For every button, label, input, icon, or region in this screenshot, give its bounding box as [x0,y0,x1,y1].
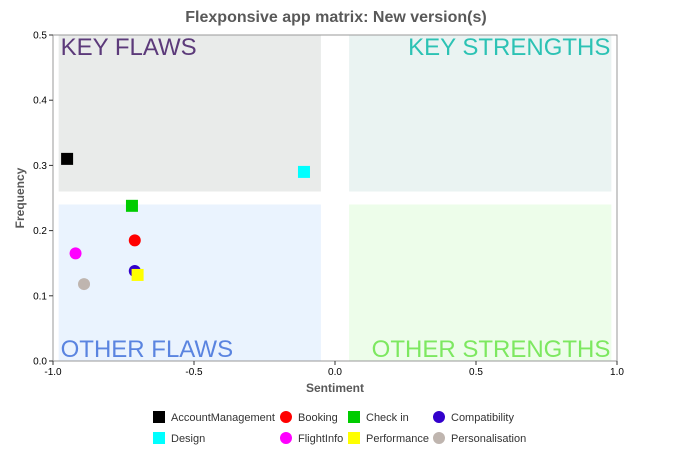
legend-key-accountmanagement [153,411,165,423]
y-tick-label: 0.1 [33,291,47,302]
chart-title: Flexponsive app matrix: New version(s) [185,9,486,26]
legend-key-check-in [348,411,360,423]
point-flightinfo [69,247,82,260]
legend-key-compatibility [433,411,445,423]
y-axis-title: Frequency [13,167,27,228]
legend-key-personalisation [433,432,445,444]
legend-label-performance: Performance [366,433,429,445]
x-tick-label: 0.0 [328,367,342,378]
point-design [297,165,310,178]
legend-label-accountmanagement: AccountManagement [171,412,275,424]
quadrant-label-other-strengths: OTHER STRENGTHS [372,336,611,363]
quadrant-key-flaws [58,35,321,192]
y-tick-label: 0.4 [33,96,47,107]
y-tick-label: 0.0 [33,357,47,368]
quadrant-label-key-flaws: KEY FLAWS [61,34,197,61]
y-tick-label: 0.5 [33,31,47,42]
quadrant-label-key-strengths: KEY STRENGTHS [408,34,610,61]
legend-label-booking: Booking [298,412,338,424]
legend-label-personalisation: Personalisation [451,433,526,445]
x-tick-label: 0.5 [469,367,483,378]
point-performance [131,268,144,281]
point-accountmanagement [61,152,74,165]
quadrant-other-strengths [349,204,612,361]
quadrant-label-other-flaws: OTHER FLAWS [61,336,233,363]
legend-label-flightinfo: FlightInfo [298,433,343,445]
legend-key-performance [348,432,360,444]
y-tick-label: 0.3 [33,161,47,172]
x-tick-label: -0.5 [185,367,203,378]
legend-key-flightinfo [280,432,292,444]
point-personalisation [78,278,91,291]
legend-label-check-in: Check in [366,412,409,424]
x-tick-label: 1.0 [610,367,624,378]
quadrant-key-strengths [349,35,612,192]
legend-key-booking [280,411,292,423]
y-tick-label: 0.2 [33,226,47,237]
legend-label-compatibility: Compatibility [451,412,514,424]
point-check-in [125,199,138,212]
quadrant-other-flaws [58,204,321,361]
point-booking [128,234,141,247]
legend-key-design [153,432,165,444]
x-tick-label: -1.0 [44,367,62,378]
legend-label-design: Design [171,433,205,445]
x-axis-title: Sentiment [306,381,364,395]
